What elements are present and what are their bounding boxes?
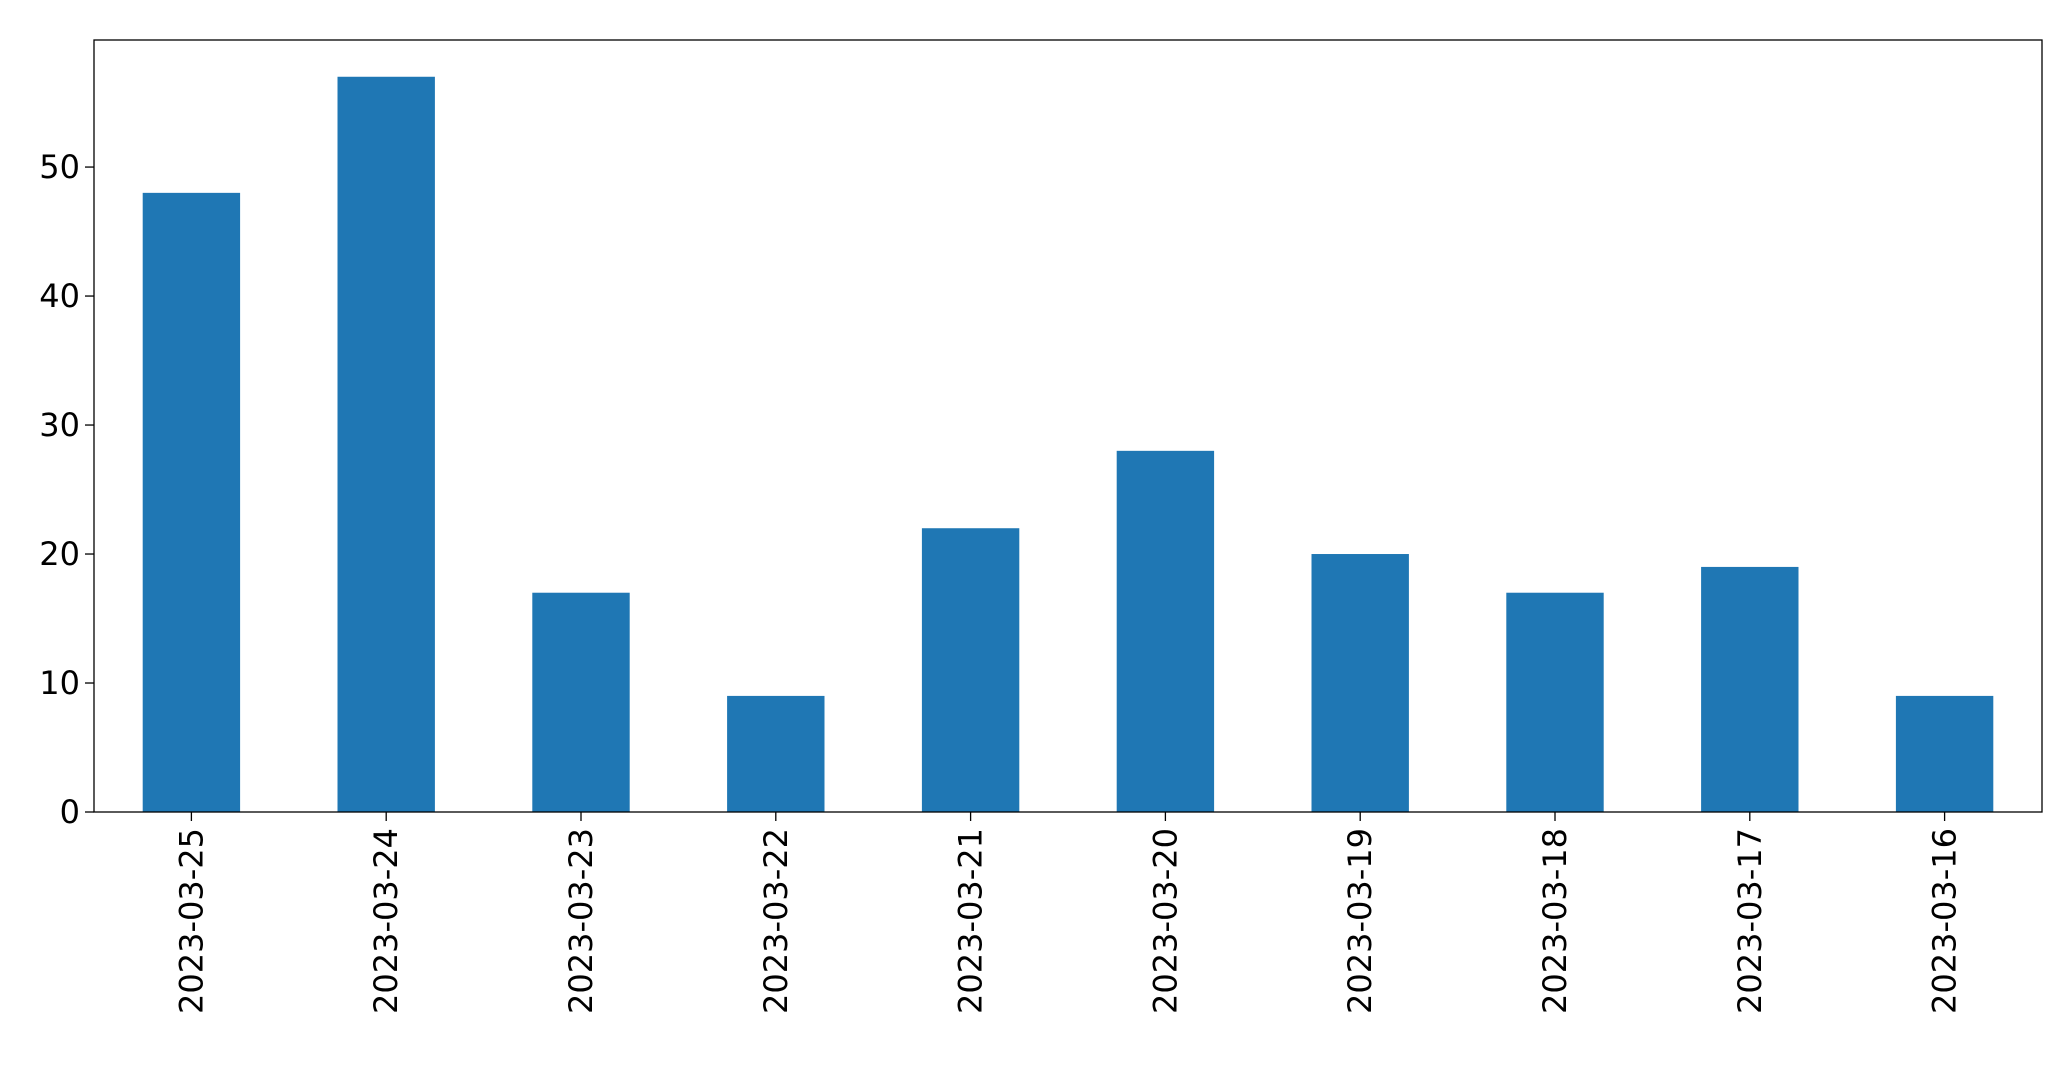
bar bbox=[1701, 566, 1799, 812]
x-tick-label: 2023-03-17 bbox=[1731, 828, 1769, 1014]
x-tick-label: 2023-03-18 bbox=[1536, 828, 1574, 1014]
bar bbox=[1116, 450, 1215, 812]
x-tick-label: 2023-03-23 bbox=[562, 828, 600, 1014]
plot-frame bbox=[93, 39, 2043, 813]
y-tick-label: 0 bbox=[60, 793, 80, 831]
y-tick-label: 30 bbox=[39, 406, 80, 444]
x-tick-label: 2023-03-20 bbox=[1146, 828, 1184, 1014]
bar bbox=[921, 528, 1020, 812]
x-tick-label: 2023-03-21 bbox=[952, 828, 990, 1014]
y-tick-label: 40 bbox=[39, 277, 80, 315]
bar bbox=[1311, 554, 1409, 812]
x-tick-label: 2023-03-24 bbox=[367, 828, 405, 1014]
bar bbox=[337, 76, 435, 812]
y-tick-label: 20 bbox=[39, 535, 80, 573]
bar bbox=[727, 695, 825, 812]
bar bbox=[142, 192, 241, 813]
bar bbox=[532, 592, 630, 812]
bar bbox=[1895, 695, 1994, 812]
x-tick-label: 2023-03-16 bbox=[1926, 828, 1964, 1014]
x-tick-label: 2023-03-22 bbox=[757, 828, 795, 1014]
bar bbox=[1506, 592, 1604, 812]
x-tick-label: 2023-03-25 bbox=[172, 828, 210, 1014]
y-tick-label: 10 bbox=[39, 664, 80, 702]
y-tick-label: 50 bbox=[39, 148, 80, 186]
x-tick-label: 2023-03-19 bbox=[1341, 828, 1379, 1014]
